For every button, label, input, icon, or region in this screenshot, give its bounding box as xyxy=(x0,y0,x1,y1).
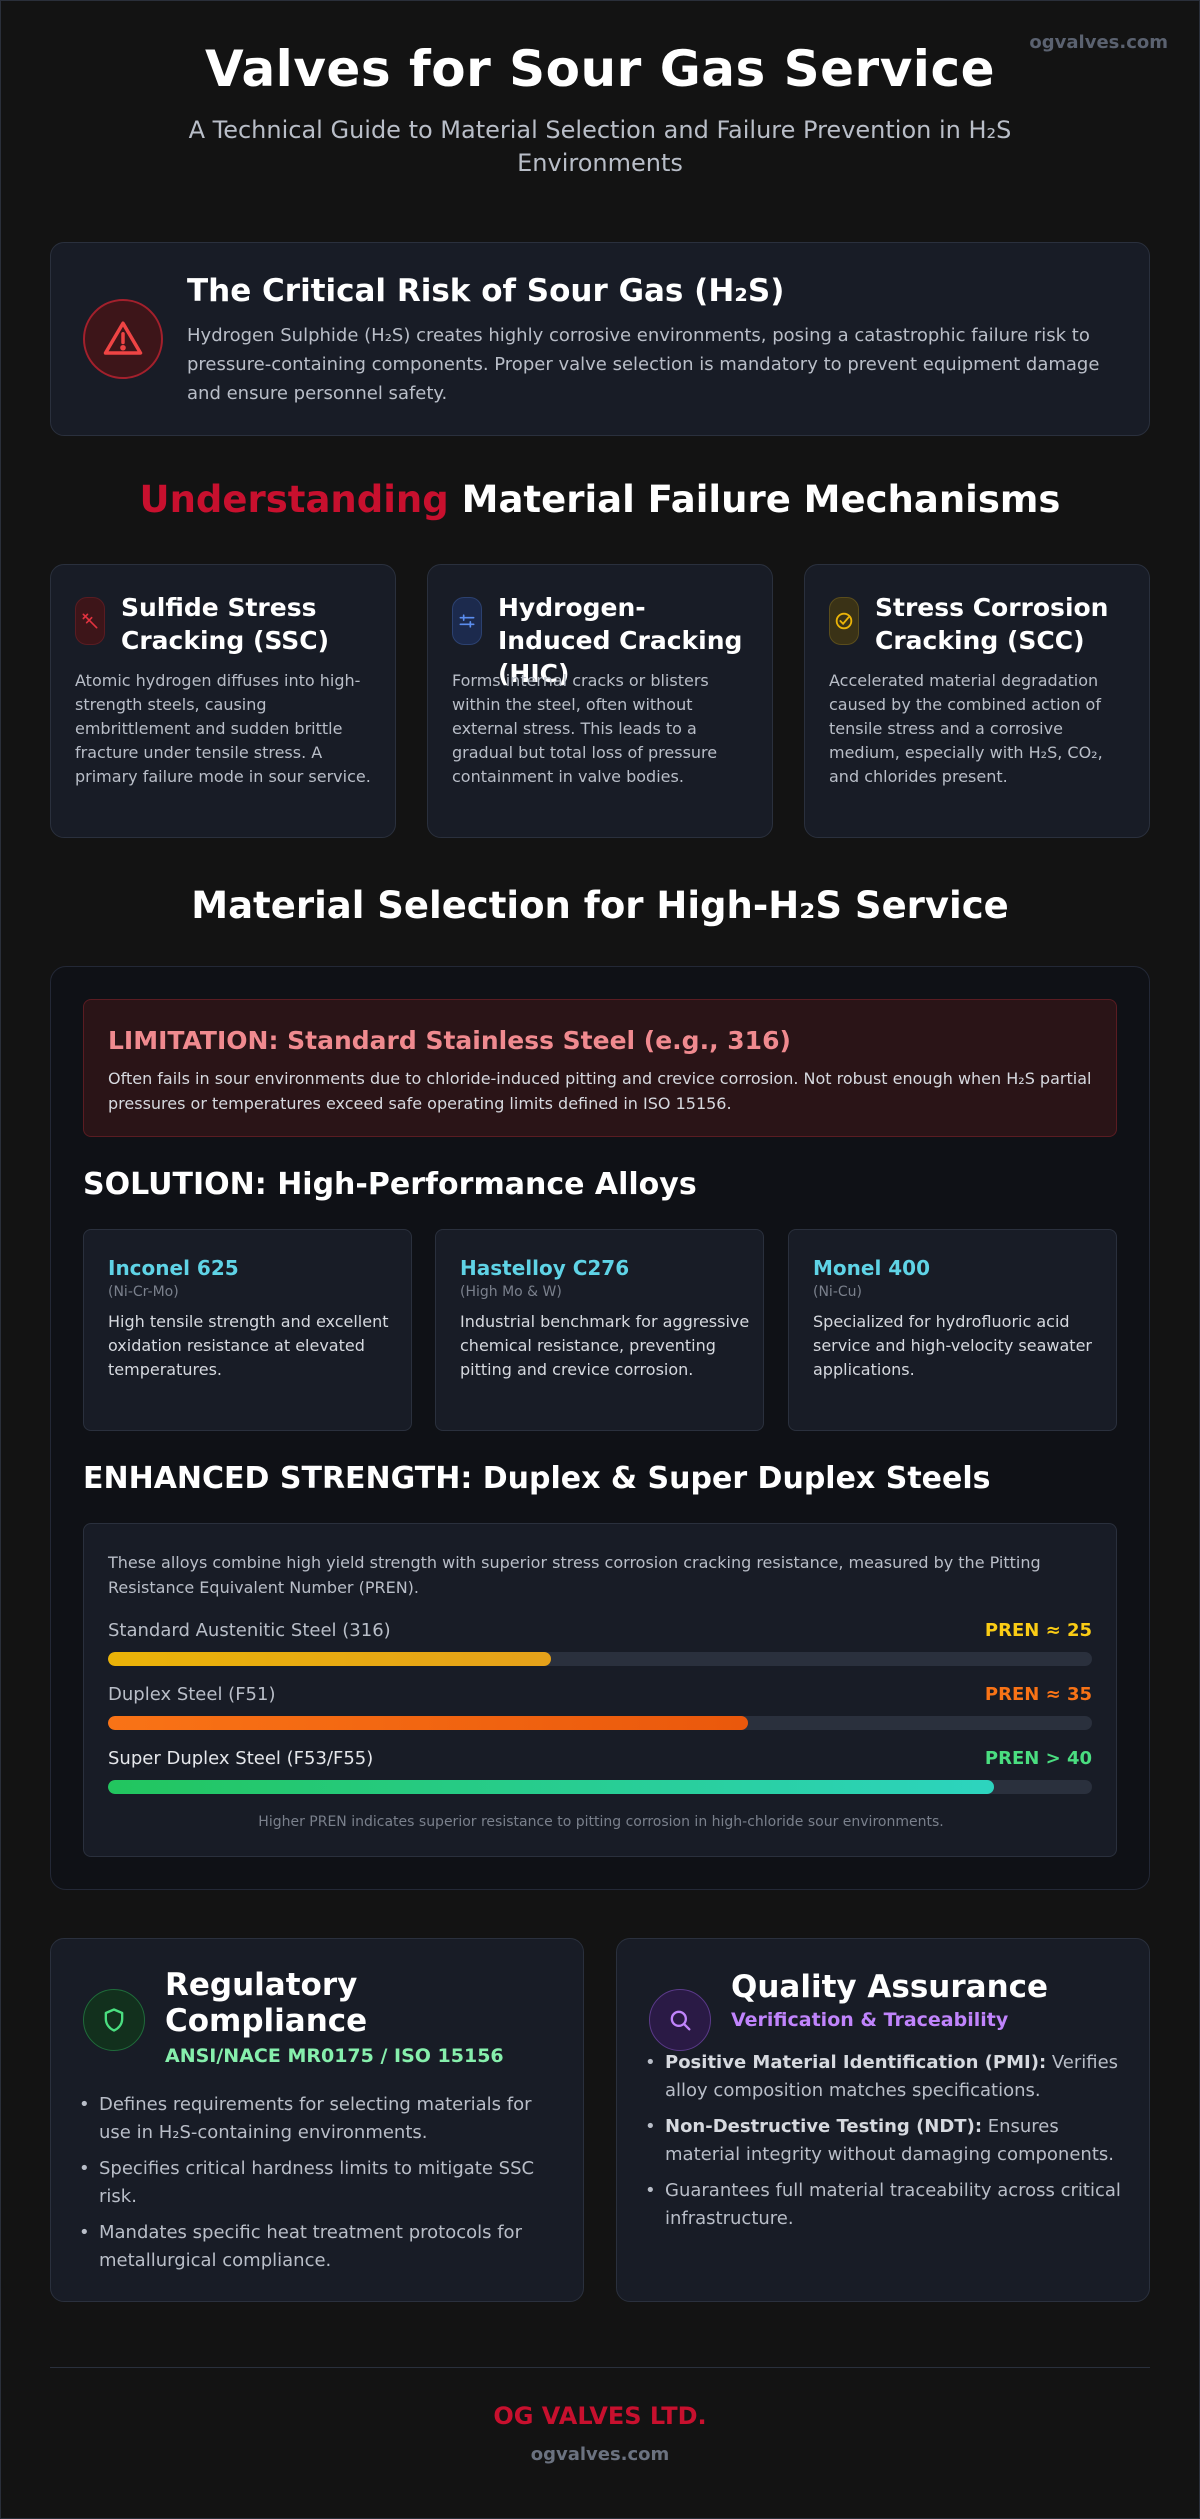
list-item-bold: Non-Destructive Testing (NDT): xyxy=(665,2116,983,2137)
pren-bar-track xyxy=(108,1780,1092,1794)
magnifier-icon xyxy=(649,1989,711,2051)
hero: Valves for Sour Gas Service A Technical … xyxy=(0,40,1200,180)
materials-section-title: Material Selection for High-H₂S Service xyxy=(191,884,1009,927)
pren-bar-row: Duplex Steel (F51) PREN ≈ 35 xyxy=(108,1684,1092,1734)
mechanism-title: Hydrogen-Induced Cracking (HIC) xyxy=(498,593,743,688)
limitation-title: LIMITATION: Standard Stainless Steel (e.… xyxy=(108,1026,791,1055)
alloy-text: Industrial benchmark for aggressive chem… xyxy=(460,1312,750,1379)
warning-triangle-icon xyxy=(83,299,163,379)
compliance-title: Regulatory Compliance xyxy=(165,1967,368,2039)
pren-bar-fill xyxy=(108,1780,994,1794)
enhanced-title: ENHANCED STRENGTH: Duplex & Super Duplex… xyxy=(83,1461,991,1496)
site-url-tag[interactable]: ogvalves.com xyxy=(1029,32,1168,53)
compliance-tagline: ANSI/NACE MR0175 / ISO 15156 xyxy=(165,2045,504,2067)
limitation-callout: LIMITATION: Standard Stainless Steel (e.… xyxy=(83,999,1117,1137)
pren-bar-track xyxy=(108,1652,1092,1666)
mechanism-text: Accelerated material degradation caused … xyxy=(829,671,1103,786)
list-item: Defines requirements for selecting mater… xyxy=(79,2091,559,2147)
pren-note: Higher PREN indicates superior resistanc… xyxy=(258,1814,944,1830)
list-item-text: Verifies alloy composition matches speci… xyxy=(665,2052,1119,2101)
alloy-name: Hastelloy C276 xyxy=(460,1256,630,1280)
quality-title: Quality Assurance xyxy=(731,1969,1049,2005)
alloy-name: Monel 400 xyxy=(813,1256,931,1280)
pren-bar-track xyxy=(108,1716,1092,1730)
alloy-card-monel: Monel 400 (Ni-Cu) Specialized for hydrof… xyxy=(788,1229,1117,1431)
mechanism-title: Stress Corrosion Cracking (SCC) xyxy=(875,593,1109,655)
crack-icon xyxy=(75,597,105,645)
pren-bar-fill xyxy=(108,1716,748,1730)
alloy-composition: (Ni-Cu) xyxy=(813,1284,862,1300)
page-title: Valves for Sour Gas Service xyxy=(204,40,995,98)
quality-card: Quality Assurance Verification & Traceab… xyxy=(616,1938,1150,2302)
alloy-name: Inconel 625 xyxy=(108,1256,239,1280)
limitation-text: Often fails in sour environments due to … xyxy=(108,1069,1092,1113)
risk-title: The Critical Risk of Sour Gas (H₂S) xyxy=(187,273,785,309)
pren-bar-value: PREN > 40 xyxy=(984,1748,1092,1769)
pren-comparison: These alloys combine high yield strength… xyxy=(83,1523,1117,1857)
footer-brand: OG VALVES LTD. xyxy=(493,2402,707,2430)
solution-title: SOLUTION: High-Performance Alloys xyxy=(83,1167,697,1202)
pren-intro: These alloys combine high yield strength… xyxy=(108,1553,1041,1597)
pren-bar-value: PREN ≈ 35 xyxy=(984,1684,1092,1705)
mechanisms-section-title: Understanding Material Failure Mechanism… xyxy=(0,478,1200,521)
alloy-composition: (High Mo & W) xyxy=(460,1284,562,1300)
alloy-text: Specialized for hydrofluoric acid servic… xyxy=(813,1312,1092,1379)
pren-bar-value: PREN ≈ 25 xyxy=(984,1620,1092,1641)
pren-bar-row: Super Duplex Steel (F53/F55) PREN > 40 xyxy=(108,1748,1092,1798)
list-item: Mandates specific heat treatment protoco… xyxy=(79,2219,559,2275)
alloy-card-inconel: Inconel 625 (Ni-Cr-Mo) High tensile stre… xyxy=(83,1229,412,1431)
pren-bar-label: Standard Austenitic Steel (316) xyxy=(108,1620,391,1641)
mechanism-card-scc: Stress Corrosion Cracking (SCC) Accelera… xyxy=(804,564,1150,838)
mechanism-card-hic: Hydrogen-Induced Cracking (HIC) Forms in… xyxy=(427,564,773,838)
page-subtitle: A Technical Guide to Material Selection … xyxy=(188,116,1012,177)
mechanisms-title-rest: Material Failure Mechanisms xyxy=(448,478,1061,521)
materials-panel: LIMITATION: Standard Stainless Steel (e.… xyxy=(50,966,1150,1890)
quality-tagline: Verification & Traceability xyxy=(731,2009,1009,2031)
alloy-card-hastelloy: Hastelloy C276 (High Mo & W) Industrial … xyxy=(435,1229,764,1431)
footer-divider xyxy=(50,2367,1150,2368)
shield-icon xyxy=(83,1989,145,2051)
mechanism-title: Sulfide Stress Cracking (SSC) xyxy=(121,593,330,655)
list-item-bold: Positive Material Identification (PMI): xyxy=(665,2052,1047,2073)
alloy-text: High tensile strength and excellent oxid… xyxy=(108,1312,389,1379)
list-item-text: Guarantees full material traceability ac… xyxy=(665,2180,1121,2229)
risk-text: Hydrogen Sulphide (H₂S) creates highly c… xyxy=(187,325,1100,404)
compliance-card: Regulatory Compliance ANSI/NACE MR0175 /… xyxy=(50,1938,584,2302)
mechanism-text: Atomic hydrogen diffuses into high-stren… xyxy=(75,671,371,786)
alloy-composition: (Ni-Cr-Mo) xyxy=(108,1284,179,1300)
list-item: Positive Material Identification (PMI): … xyxy=(645,2049,1125,2105)
pren-bar-row: Standard Austenitic Steel (316) PREN ≈ 2… xyxy=(108,1620,1092,1670)
pren-bar-label: Super Duplex Steel (F53/F55) xyxy=(108,1748,374,1769)
list-item: Specifies critical hardness limits to mi… xyxy=(79,2155,559,2211)
pren-bar-fill xyxy=(108,1652,551,1666)
quality-list: Positive Material Identification (PMI): … xyxy=(645,2049,1125,2241)
list-item-text: Ensures material integrity without damag… xyxy=(665,2116,1114,2165)
blister-icon xyxy=(452,597,482,645)
footer-url[interactable]: ogvalves.com xyxy=(530,2444,670,2465)
mechanism-card-ssc: Sulfide Stress Cracking (SSC) Atomic hyd… xyxy=(50,564,396,838)
list-item: Non-Destructive Testing (NDT): Ensures m… xyxy=(645,2113,1125,2169)
mechanisms-title-accent: Understanding xyxy=(139,478,449,521)
compliance-list: Defines requirements for selecting mater… xyxy=(79,2091,559,2283)
list-item: Guarantees full material traceability ac… xyxy=(645,2177,1125,2233)
mechanism-text: Forms internal cracks or blisters within… xyxy=(452,671,718,786)
check-circle-icon xyxy=(829,597,859,645)
risk-banner: The Critical Risk of Sour Gas (H₂S) Hydr… xyxy=(50,242,1150,436)
pren-bar-label: Duplex Steel (F51) xyxy=(108,1684,276,1705)
